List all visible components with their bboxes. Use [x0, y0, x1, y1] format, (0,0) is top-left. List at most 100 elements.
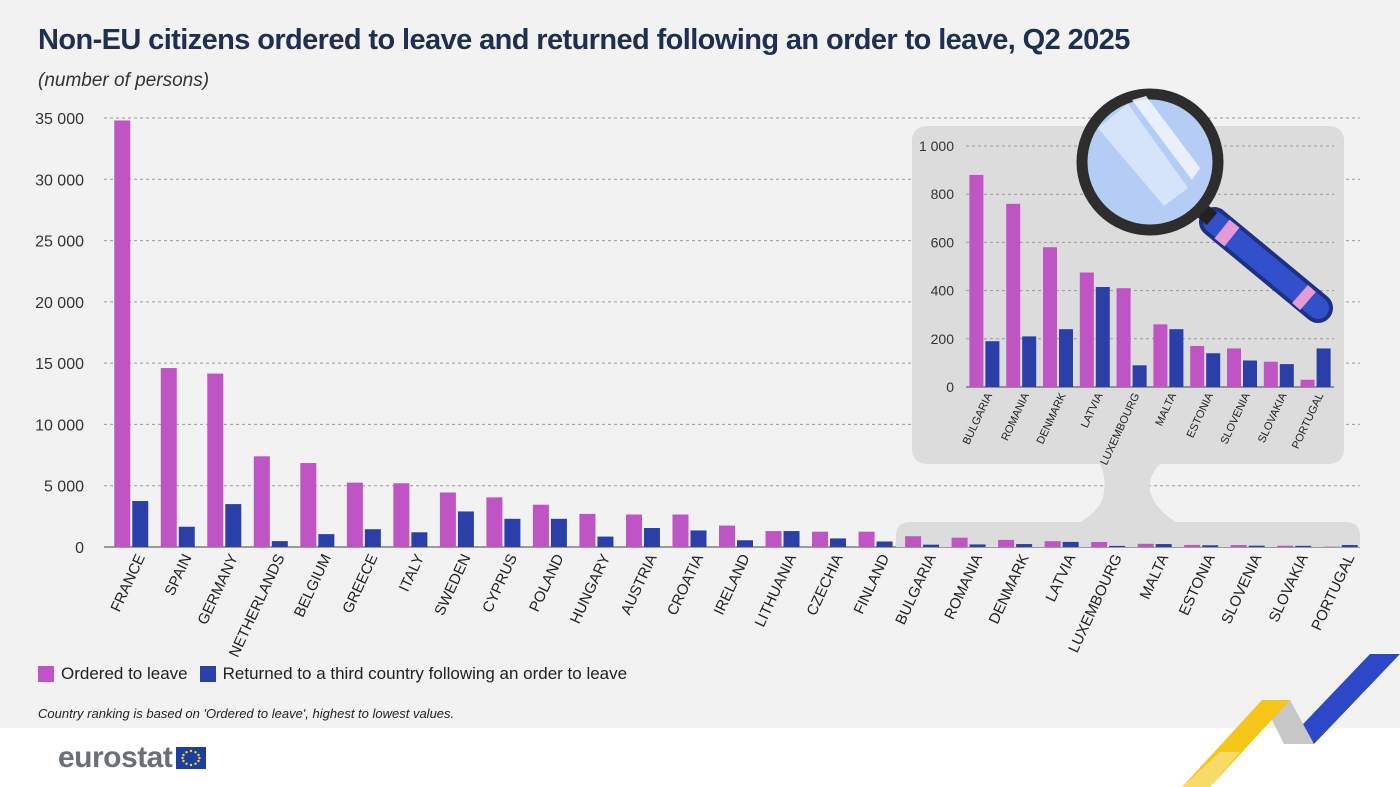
inset-bar-ordered [1079, 272, 1094, 387]
inset-bar-ordered [969, 174, 984, 387]
x-tick-label: ITALY [396, 552, 428, 595]
legend-item-returned: Returned to a third country following an… [199, 664, 628, 684]
main-chart-y-axis: 0 5 000 10 000 15 000 20 000 25 000 30 000 35 0… [35, 111, 84, 557]
x-tick-label: CZECHIA [803, 552, 846, 619]
eu-flag-icon [176, 747, 207, 769]
bar-ordered [951, 537, 968, 547]
x-tick-label: PORTUGAL [1308, 552, 1358, 634]
x-tick-label: DENMARK [986, 552, 1033, 627]
main-chart-bars [114, 120, 1358, 548]
bar-returned [178, 526, 195, 547]
inset-bar-returned [1059, 329, 1073, 387]
bar-returned [597, 536, 614, 547]
x-tick-label: CYPRUS [479, 552, 521, 616]
x-tick-label: ROMANIA [941, 552, 986, 623]
x-tick-label: FRANCE [107, 552, 148, 615]
bar-ordered [765, 531, 782, 547]
bar-returned [271, 541, 288, 547]
y-tick-label: 0 [75, 540, 84, 557]
bar-ordered [160, 368, 177, 547]
bar-ordered [672, 514, 689, 547]
bar-returned [504, 518, 521, 547]
bar-ordered [812, 531, 829, 547]
bar-returned [923, 544, 940, 547]
bar-returned [1248, 545, 1265, 547]
legend-swatch-returned [199, 666, 216, 682]
x-tick-label: SWEDEN [431, 552, 474, 619]
inset-bar-returned [1169, 329, 1184, 387]
inset-bar-ordered [1300, 379, 1315, 387]
legend-label-returned: Returned to a third country following an… [222, 664, 628, 683]
inset-bar-ordered [1227, 348, 1241, 387]
bar-returned [1155, 544, 1172, 547]
inset-connector [896, 464, 1360, 547]
inset-bar-ordered [1116, 288, 1131, 387]
bar-ordered [1091, 541, 1108, 547]
x-tick-label: LITHUANIA [752, 552, 801, 630]
bar-ordered [625, 514, 642, 547]
bar-returned [457, 511, 474, 547]
inset-bar-returned [1022, 336, 1037, 387]
bar-ordered [858, 531, 875, 547]
x-tick-label: SPAIN [161, 552, 195, 599]
inset-bar-returned [985, 341, 1000, 387]
x-tick-label: ESTONIA [1176, 552, 1219, 619]
inset-y-tick-label: 400 [931, 283, 955, 299]
inset-y-tick-label: 1 000 [919, 138, 954, 154]
bar-returned [1295, 545, 1312, 547]
bar-returned [318, 534, 335, 547]
inset-bar-returned [1095, 286, 1110, 387]
bar-returned [1341, 545, 1358, 547]
x-tick-label: BULGARIA [892, 552, 939, 628]
eurostat-logo: eurostat [58, 741, 207, 775]
legend: Ordered to leave Returned to a third cou… [38, 664, 639, 684]
x-tick-label: SLOVENIA [1218, 552, 1265, 627]
inset-bar-ordered [1190, 346, 1205, 387]
bar-returned [411, 532, 428, 547]
x-tick-label: LATVIA [1042, 552, 1079, 605]
bar-returned [364, 529, 381, 547]
inset-y-tick-label: 0 [946, 379, 954, 395]
decorative-ribbon [1182, 654, 1400, 787]
bar-ordered [393, 483, 410, 547]
bar-ordered [253, 456, 270, 547]
y-tick-label: 25 000 [35, 234, 84, 251]
bar-ordered [905, 536, 922, 547]
bar-returned [1016, 544, 1033, 547]
inset-bar-ordered [1263, 361, 1278, 387]
bar-returned [876, 541, 893, 547]
inset-y-tick-label: 800 [931, 186, 955, 202]
x-tick-label: HUNGARY [567, 552, 614, 627]
x-tick-label: SLOVAKIA [1266, 552, 1312, 625]
bar-ordered [1044, 541, 1061, 547]
y-tick-label: 30 000 [35, 172, 84, 189]
bar-ordered [579, 513, 596, 547]
x-tick-label: MALTA [1137, 552, 1173, 603]
bar-returned [737, 540, 753, 547]
bar-ordered [1277, 545, 1294, 547]
bar-returned [690, 530, 707, 547]
bar-returned [1202, 545, 1219, 547]
inset-y-tick-label: 600 [931, 234, 955, 250]
bar-returned [550, 518, 567, 547]
bar-ordered [719, 525, 735, 547]
bar-returned [132, 501, 149, 547]
page-subtitle: (number of persons) [38, 70, 210, 91]
y-tick-label: 35 000 [35, 111, 84, 128]
bar-ordered [439, 492, 456, 547]
logo-text: eurostat [58, 741, 173, 774]
inset-bar-returned [1206, 353, 1221, 387]
bar-ordered [300, 463, 317, 547]
bar-ordered [1230, 545, 1247, 547]
y-tick-label: 20 000 [35, 295, 84, 312]
page-title: Non-EU citizens ordered to leave and ret… [38, 24, 1130, 56]
inset-bar-returned [1279, 364, 1294, 387]
inset-bar-ordered [1153, 324, 1168, 387]
x-tick-label: AUSTRIA [618, 552, 661, 618]
x-tick-label: BELGIUM [291, 552, 335, 620]
bar-returned [1062, 541, 1079, 547]
bar-returned [783, 531, 800, 547]
legend-swatch-ordered [38, 666, 54, 682]
